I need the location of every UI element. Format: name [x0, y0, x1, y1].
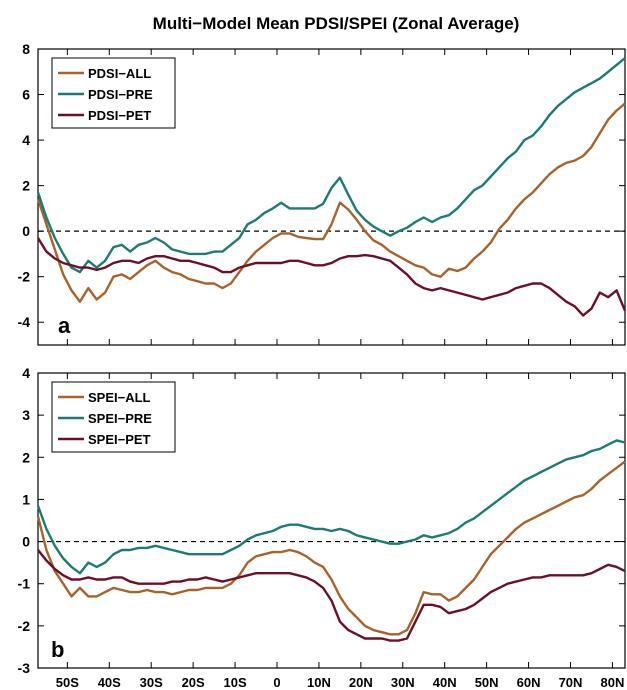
panel-b-ytick-label: 4 — [22, 365, 30, 381]
chart-title: Multi−Model Mean PDSI/SPEI (Zonal Averag… — [153, 14, 520, 33]
x-tick-label: 10N — [307, 675, 331, 690]
panel-a-ytick-label: 4 — [22, 132, 30, 148]
panel-b-ytick-label: 2 — [22, 449, 30, 465]
panel-b-ytick-label: -3 — [18, 660, 31, 676]
series-line-spei-pet — [37, 549, 626, 642]
x-tick-label: 80N — [600, 675, 624, 690]
panel-a-ytick-label: 8 — [22, 41, 30, 57]
x-tick-label: 0 — [273, 675, 280, 690]
legend-label-pdsi-pre: PDSI−PRE — [88, 87, 153, 102]
series-line-pdsi-pre — [36, 57, 626, 274]
panel-b-plot-area: -3 -2 -1 0 1 2 3 4 50S 40S 30S 20S 10S 0 10N 20N 30N 40N 5… — [18, 365, 626, 690]
panel-a-label: a — [58, 313, 71, 338]
panel-a-frame — [37, 48, 626, 346]
panel-a-ytick-label: 0 — [22, 223, 30, 239]
x-tick-label: 50S — [56, 675, 79, 690]
x-tick-label: 40N — [433, 675, 457, 690]
x-tick-label: 50N — [475, 675, 499, 690]
panel-a-legend: PDSI−ALL PDSI−PRE PDSI−PET — [51, 57, 176, 129]
x-tick-label: 40S — [98, 675, 121, 690]
x-tick-label: 60N — [517, 675, 541, 690]
panel-a-ytick-label: 2 — [22, 178, 30, 194]
x-tick-label: 30N — [391, 675, 415, 690]
series-line-spei-all — [36, 460, 626, 636]
x-tick-label: 30S — [140, 675, 163, 690]
panel-a-ytick-label: -2 — [18, 269, 31, 285]
panel-b-ytick-label: -1 — [18, 576, 31, 592]
panel-a-plot-area: -4 -2 0 2 4 6 8 — [18, 41, 627, 346]
panel-b: -3 -2 -1 0 1 2 3 4 50S 40S 30S 20S 10S 0 10N 20N 30N 40N 5… — [18, 365, 626, 690]
legend-label-pdsi-pet: PDSI−PET — [88, 108, 151, 123]
panel-b-ytick-label: 0 — [22, 534, 30, 550]
series-line-spei-pre — [36, 439, 626, 575]
panel-a-ytick-label: -4 — [18, 314, 31, 330]
panel-b-legend: SPEI−ALL SPEI−PRE SPEI−PET — [51, 381, 176, 453]
legend-label-spei-pre: SPEI−PRE — [88, 411, 152, 426]
x-tick-label: 20N — [349, 675, 373, 690]
panel-a: -4 -2 0 2 4 6 8 a PDSI−ALL PDSI−PRE PDSI−PET — [18, 41, 627, 346]
panel-b-ytick-label: 1 — [22, 491, 30, 507]
series-line-pdsi-all — [36, 102, 626, 303]
x-tick-label: 70N — [559, 675, 583, 690]
legend-label-spei-pet: SPEI−PET — [88, 432, 151, 447]
panel-b-ytick-label: -2 — [18, 618, 31, 634]
panel-b-label: b — [51, 637, 64, 662]
x-tick-label: 20S — [182, 675, 205, 690]
panel-b-ytick-label: 3 — [22, 407, 30, 423]
legend-label-pdsi-all: PDSI−ALL — [88, 66, 151, 81]
x-tick-label: 10S — [223, 675, 246, 690]
panel-a-ytick-label: 6 — [22, 87, 30, 103]
series-line-pdsi-pet — [36, 237, 627, 317]
legend-label-spei-all: SPEI−ALL — [88, 390, 151, 405]
